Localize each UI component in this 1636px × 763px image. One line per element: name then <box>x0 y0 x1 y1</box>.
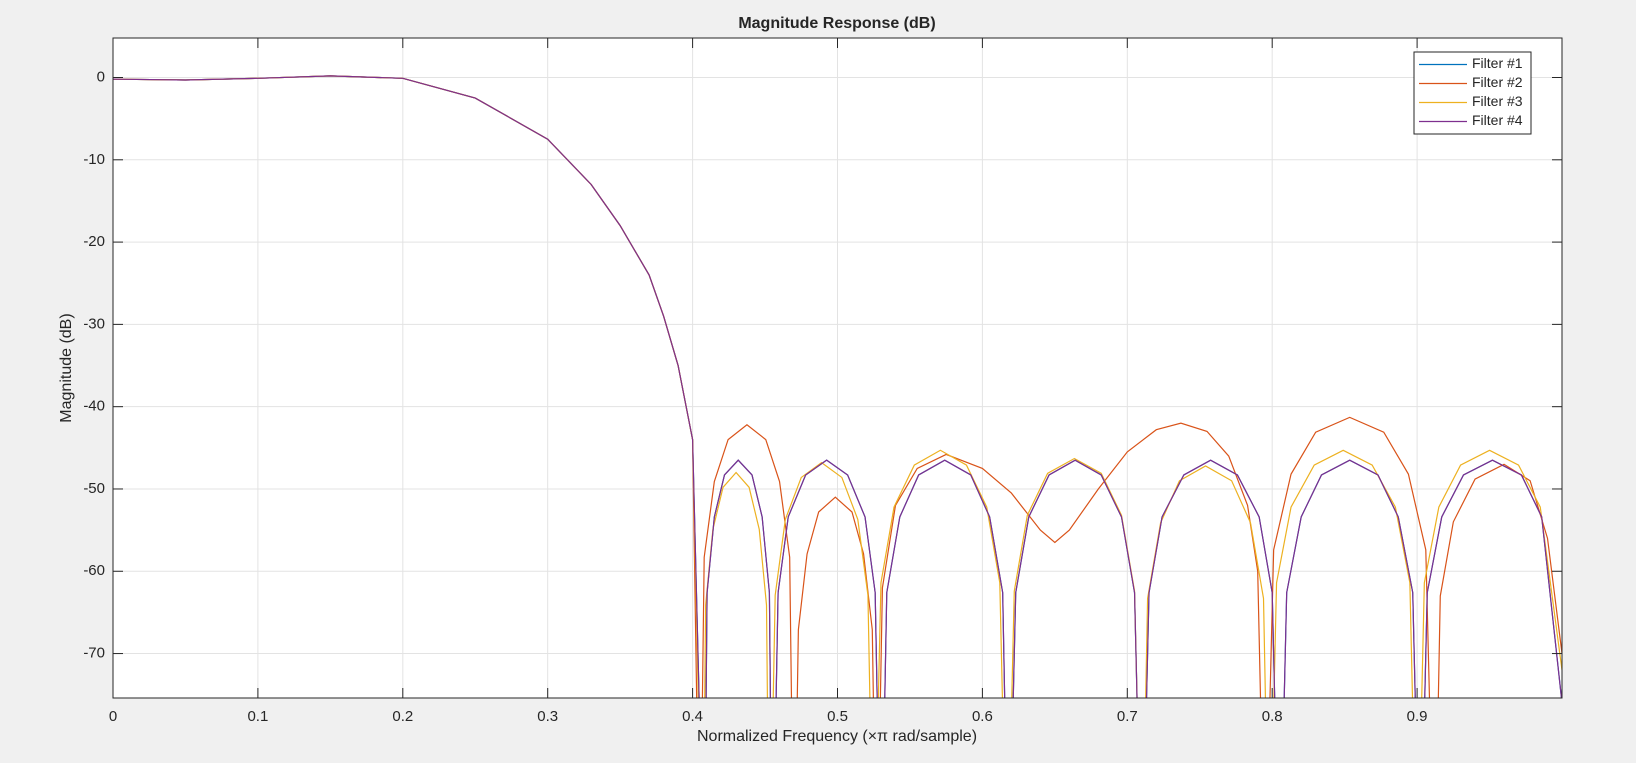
lines <box>113 75 1562 698</box>
x-tick-label: 0.9 <box>1407 708 1428 725</box>
grid <box>112 38 1562 698</box>
series-line <box>113 75 1562 698</box>
x-axis-label: Normalized Frequency (×π rad/sample) <box>697 728 977 745</box>
y-tick-label: -40 <box>83 398 105 415</box>
legend-label: Filter #4 <box>1472 112 1523 128</box>
x-tick-label: 0.8 <box>1262 708 1283 725</box>
y-tick-label: -10 <box>83 151 105 168</box>
chart-title: Magnitude Response (dB) <box>738 15 935 32</box>
y-tick-label: -30 <box>83 315 105 332</box>
legend-label: Filter #2 <box>1472 74 1523 90</box>
x-tick-label: 0.2 <box>392 708 413 725</box>
y-tick-label: 0 <box>97 68 105 85</box>
legend-label: Filter #3 <box>1472 93 1523 109</box>
y-tick-label: -20 <box>83 233 105 250</box>
legend-box <box>1413 51 1532 135</box>
legend: Filter #1 Filter #2 Filter #3 Filter #4 <box>1413 51 1532 135</box>
legend-label: Filter #1 <box>1472 55 1523 71</box>
x-tick-label: 0.7 <box>1117 708 1138 725</box>
x-tick-label: 0.1 <box>247 708 268 725</box>
x-tick-label: 0.3 <box>537 708 558 725</box>
x-tick-label: 0 <box>109 708 117 725</box>
ticks: 0 0.1 0.2 0.3 0.4 0.5 0.6 0.7 0.8 0.9 0 -10 -20 -30 -4… <box>83 38 1562 725</box>
x-tick-label: 0.5 <box>827 708 848 725</box>
y-axis-label: Magnitude (dB) <box>58 313 75 422</box>
y-tick-label: -70 <box>83 645 105 662</box>
x-tick-label: 0.6 <box>972 708 993 725</box>
y-tick-label: -60 <box>83 562 105 579</box>
x-tick-label: 0.4 <box>682 708 703 725</box>
y-tick-label: -50 <box>83 480 105 497</box>
